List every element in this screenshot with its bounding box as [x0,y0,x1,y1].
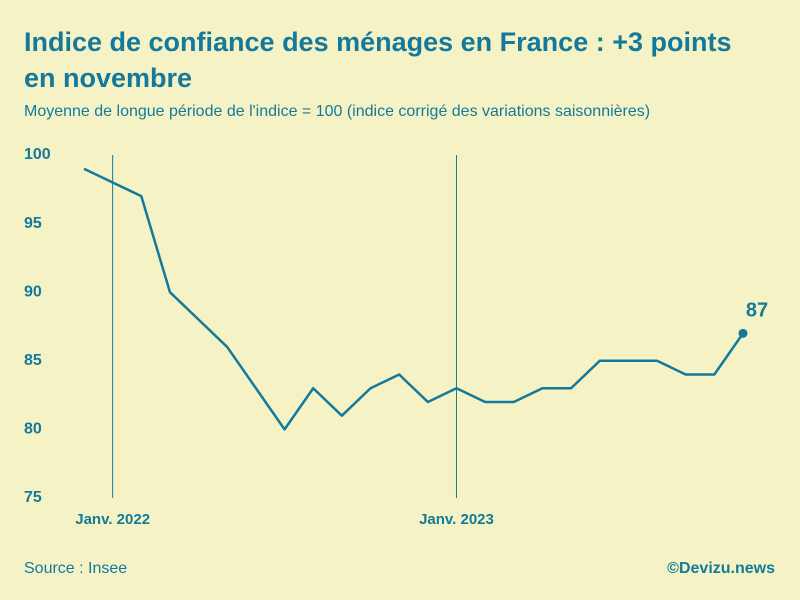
y-tick-label: 90 [24,283,42,300]
chart-subtitle: Moyenne de longue période de l'indice = … [24,103,650,120]
data-label: 87 [746,300,768,322]
line [83,167,745,431]
y-tick-label: 95 [24,215,42,232]
credit: ©Devizu.news [667,560,775,577]
source: Source : Insee [24,560,127,577]
chart-title: en novembre [24,63,192,93]
end-point [738,328,748,338]
y-tick-label: 85 [24,352,42,369]
x-tick-label: Janv. 2023 [419,511,494,528]
y-tick-label: 80 [24,421,42,438]
y-tick-label: 75 [24,489,42,506]
y-tick-label: 100 [24,146,51,163]
x-tick-label: Janv. 2022 [75,511,150,528]
chart-title: Indice de confiance des ménages en Franc… [24,27,731,57]
